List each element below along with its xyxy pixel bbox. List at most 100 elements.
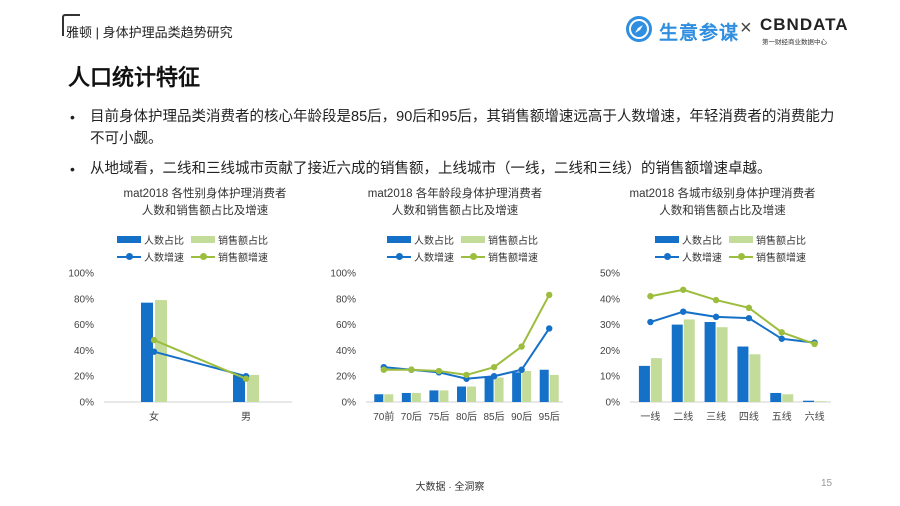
chart-title-line2: 人数和销售额占比及增速: [391, 205, 519, 217]
bar-people-share: [539, 369, 549, 402]
y-tick-label: 0%: [80, 398, 95, 409]
bullet-list: 目前身体护理品类消费者的核心年龄段是85后，90后和95后，其销售额增速远高于人…: [68, 106, 843, 188]
x-tick-label: 三线: [706, 410, 726, 423]
point-sales-growth: [435, 367, 443, 375]
bar-people-share: [457, 386, 466, 402]
bar-sales-share: [155, 300, 167, 402]
series-line-people-growth: [650, 310, 815, 344]
sycm-logo-text: 生意参谋: [659, 23, 740, 44]
chart-title-line2: 人数和销售额占比及增速: [659, 205, 786, 217]
bar-sales-share: [716, 327, 728, 402]
y-tick-label: 10%: [600, 372, 620, 383]
point-sales-growth: [242, 375, 250, 382]
y-tick-label: 100%: [330, 269, 356, 280]
legend-item: 人数占比: [655, 232, 722, 247]
bar-people-share: [233, 374, 245, 402]
bar-sales-share: [782, 394, 794, 402]
series-line-sales-growth: [650, 288, 815, 345]
chart-age: 0% 20% 40% 60% 80% 100% 70前 70后 75后 80后 85后 90后 95后: [330, 269, 563, 423]
bar-people-share: [429, 390, 439, 402]
y-tick-label: 40%: [336, 346, 356, 357]
logo-separator: ×: [740, 17, 752, 39]
point-sales-growth: [680, 286, 687, 293]
y-tick-label: 60%: [74, 320, 94, 331]
chart-title-gender: mat2018 各性别身体护理消费者 人数和销售额占比及增速: [95, 186, 315, 220]
x-tick-label: 男: [241, 411, 251, 423]
cbndata-logo-subtitle: 第一财经商业数据中心: [762, 39, 827, 46]
point-sales-growth: [463, 371, 470, 379]
bar-sales-share: [650, 358, 662, 402]
x-tick-label: 女: [149, 410, 159, 423]
bar-sales-share: [247, 374, 259, 402]
chart-gender: 0% 20% 40% 60% 80% 100% 女 男: [68, 269, 292, 423]
x-tick-label: 85后: [484, 411, 505, 423]
bar-sales-share: [467, 386, 476, 402]
x-tick-label: 五线: [772, 410, 792, 423]
x-tick-label: 75后: [428, 411, 449, 423]
y-tick-label: 20%: [74, 372, 94, 383]
chart-title-line1: mat2018 各性别身体护理消费者: [123, 188, 287, 200]
legend-item: 销售额增速: [191, 249, 268, 264]
brand-title: 雅顿 | 身体护理品类趋势研究: [66, 25, 233, 40]
legend-item: 销售额增速: [461, 249, 538, 264]
point-sales-growth: [745, 304, 753, 312]
legend-city: 人数占比 销售额占比 人数增速 销售额增速: [655, 232, 855, 264]
chart-city: 0% 10% 20% 30% 40% 50% 一线 二线 三线 四线 五线 六线: [600, 269, 831, 423]
x-tick-label: 80后: [456, 411, 477, 423]
point-sales-growth: [518, 343, 525, 350]
y-tick-label: 20%: [600, 346, 620, 357]
chart-title-age: mat2018 各年龄段身体护理消费者 人数和销售额占比及增速: [345, 186, 565, 220]
y-tick-label: 30%: [600, 320, 620, 331]
x-tick-label: 95后: [539, 411, 560, 423]
point-people-growth: [680, 308, 687, 315]
legend-item: 人数占比: [387, 232, 454, 247]
bar-sales-share: [384, 394, 394, 402]
legend-item: 人数增速: [117, 249, 184, 264]
x-tick-label: 70后: [401, 411, 422, 423]
point-people-growth: [745, 314, 753, 322]
x-tick-label: 一线: [640, 410, 660, 423]
point-sales-growth: [380, 366, 387, 373]
x-tick-label: 六线: [805, 410, 825, 423]
legend-item: 人数增速: [387, 249, 454, 264]
y-tick-label: 100%: [68, 269, 94, 280]
point-sales-growth: [712, 296, 720, 304]
footer-slogan: 大数据 · 全洞察: [415, 482, 485, 493]
bullet-item: 目前身体护理品类消费者的核心年龄段是85后，90后和95后，其销售额增速远高于人…: [68, 106, 843, 150]
bar-people-share: [484, 377, 494, 402]
point-people-growth: [150, 348, 158, 355]
y-tick-label: 60%: [336, 320, 356, 331]
point-people-growth: [490, 373, 498, 380]
bar-sales-share: [522, 371, 532, 402]
series-line-sales-growth: [383, 294, 551, 376]
bar-people-share: [401, 392, 411, 402]
y-tick-label: 20%: [336, 372, 356, 383]
bar-people-share: [512, 372, 522, 402]
y-tick-label: 0%: [606, 398, 621, 409]
bar-sales-share: [683, 319, 695, 402]
point-people-growth: [778, 335, 785, 342]
chart-title-line1: mat2018 各城市级别身体护理消费者: [629, 188, 816, 200]
bar-people-share: [770, 392, 782, 402]
chart-title-city: mat2018 各城市级别身体护理消费者 人数和销售额占比及增速: [610, 186, 835, 220]
bar-people-share: [638, 365, 650, 402]
x-tick-label: 70前: [373, 410, 394, 423]
bar-people-share: [671, 324, 683, 402]
point-people-growth: [647, 318, 654, 326]
bar-people-share: [704, 322, 716, 402]
x-tick-label: 四线: [739, 410, 759, 423]
point-people-growth: [712, 313, 720, 321]
legend-item: 销售额占比: [729, 232, 806, 247]
bar-sales-share: [494, 377, 504, 402]
bar-sales-share: [549, 374, 559, 402]
brand-logo-frame: [62, 14, 80, 36]
legend-item: 销售额占比: [461, 232, 538, 247]
point-sales-growth: [150, 336, 158, 344]
y-tick-label: 40%: [600, 294, 620, 305]
page-number: 15: [821, 478, 833, 489]
point-people-growth: [546, 325, 553, 332]
point-sales-growth: [546, 291, 553, 299]
legend-gender: 人数占比 销售额占比 人数增速 销售额增速: [117, 232, 317, 264]
bar-sales-share: [749, 354, 761, 402]
chart-title-line1: mat2018 各年龄段身体护理消费者: [367, 188, 543, 200]
